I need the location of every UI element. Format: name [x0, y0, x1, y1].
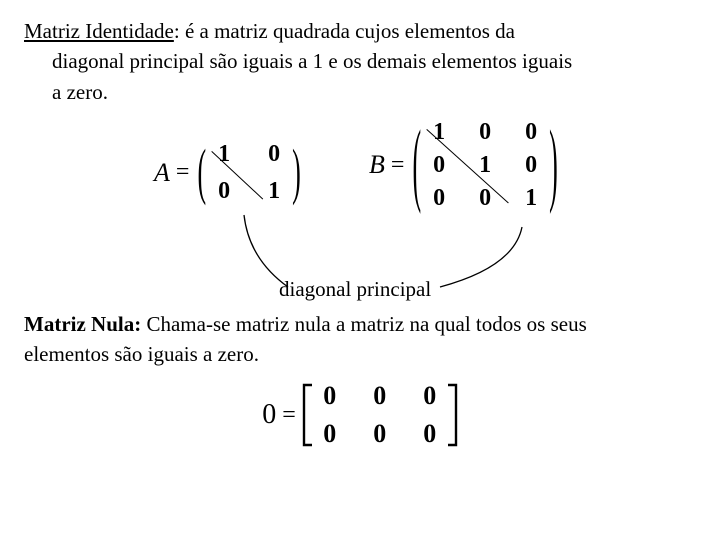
null-lbracket — [302, 383, 314, 447]
null-line2: elementos são iguais a zero. — [24, 341, 696, 367]
matrix-cell: 0 — [314, 381, 346, 411]
null-term: Matriz Nula: — [24, 312, 141, 336]
null-equals: = — [276, 402, 302, 429]
matrix-cell: 0 — [414, 419, 446, 449]
identity-figure: A = ( 1001 ) B = ( 100010001 ) diagonal … — [24, 109, 696, 289]
diagonal-callout: diagonal principal — [279, 277, 431, 302]
identity-line1: : é a matriz quadrada cujos elementos da — [174, 19, 515, 43]
matrix-cell: 0 — [364, 419, 396, 449]
matrix-cell: 0 — [314, 419, 346, 449]
null-grid: 000000 — [314, 381, 446, 449]
matrix-cell: 0 — [364, 381, 396, 411]
identity-term: Matriz Identidade — [24, 19, 174, 43]
null-rbracket — [446, 383, 458, 447]
null-label: 0 — [262, 399, 276, 431]
null-line1: Chama-se matriz nula a matriz na qual to… — [141, 312, 587, 336]
null-matrix: 0 = 000000 — [24, 381, 696, 449]
identity-definition: Matriz Identidade: é a matriz quadrada c… — [24, 18, 696, 44]
matrix-cell: 0 — [414, 381, 446, 411]
identity-line3: a zero. — [24, 79, 696, 105]
null-definition: Matriz Nula: Chama-se matriz nula a matr… — [24, 311, 696, 337]
identity-line2: diagonal principal são iguais a 1 e os d… — [24, 48, 696, 74]
